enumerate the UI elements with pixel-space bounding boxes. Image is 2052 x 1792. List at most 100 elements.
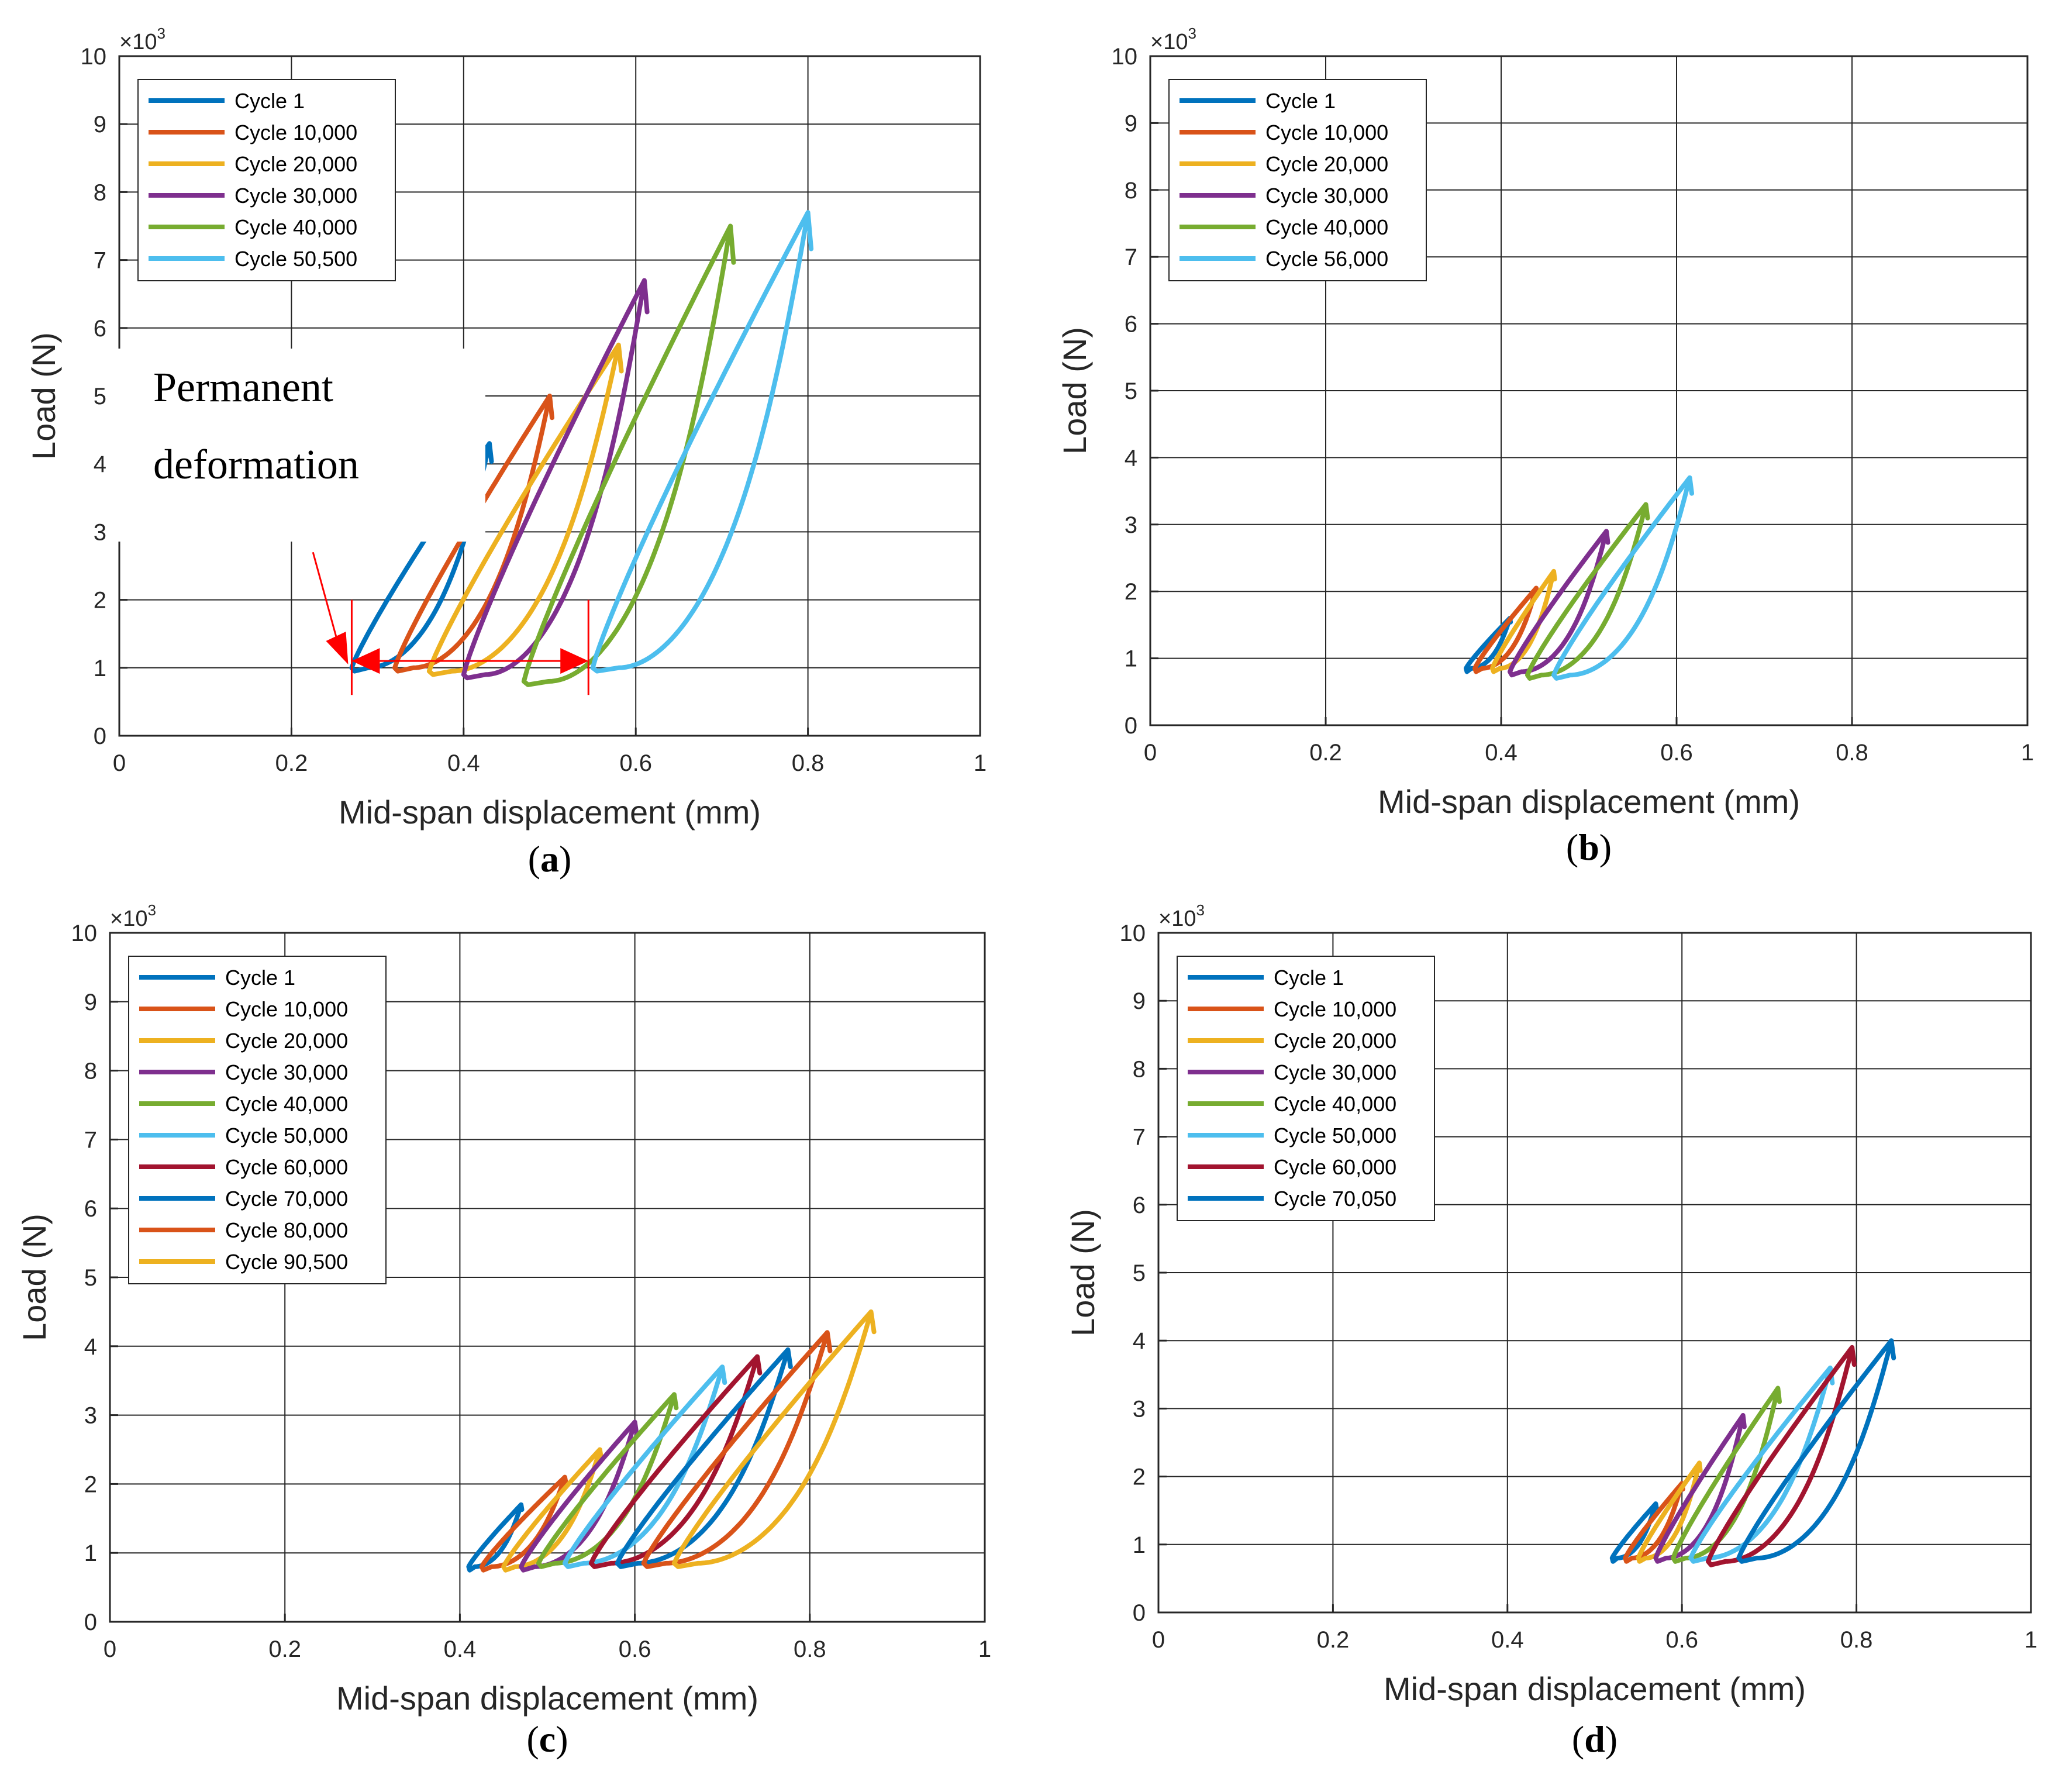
y-tick-label: 0 bbox=[84, 1610, 97, 1635]
panel-label: (c) bbox=[526, 1718, 568, 1760]
series-loop-1 bbox=[1609, 1501, 1659, 1564]
x-axis-label: Mid-span displacement (mm) bbox=[336, 1680, 758, 1717]
legend-label: Cycle 50,000 bbox=[1274, 1124, 1396, 1147]
legend-label: Cycle 1 bbox=[1274, 966, 1344, 990]
y-tick-label: 4 bbox=[1125, 445, 1137, 471]
series-loop-2 bbox=[392, 394, 554, 674]
legend: Cycle 1 Cycle 10,000 Cycle 20,000 Cycle 30,… bbox=[1168, 79, 1427, 281]
x-tick-label: 0.4 bbox=[447, 750, 480, 776]
legend-label: Cycle 20,000 bbox=[234, 152, 357, 176]
y-tick-label: 6 bbox=[94, 316, 106, 342]
legend-label: Cycle 10,000 bbox=[1274, 997, 1396, 1021]
x-tick-label: 0.4 bbox=[444, 1636, 477, 1662]
y-tick-label: 8 bbox=[1133, 1056, 1146, 1082]
legend-box bbox=[1168, 79, 1427, 281]
y-tick-label: 7 bbox=[94, 248, 106, 274]
y-tick-label: 4 bbox=[1133, 1328, 1146, 1354]
y-tick-label: 10 bbox=[81, 44, 107, 70]
x-tick-label: 0.6 bbox=[1660, 740, 1693, 766]
y-tick-label: 0 bbox=[1133, 1600, 1146, 1626]
series-loop-5 bbox=[1525, 502, 1650, 681]
y-tick-label: 7 bbox=[1133, 1125, 1146, 1150]
y-tick-label: 9 bbox=[1125, 111, 1137, 136]
y-tick-label: 5 bbox=[1133, 1260, 1146, 1286]
panel-label: (a) bbox=[528, 838, 572, 880]
x-tick-label: 0.6 bbox=[619, 1636, 651, 1662]
legend-box bbox=[1177, 956, 1435, 1221]
x-tick-label: 0 bbox=[1144, 740, 1157, 766]
y-tick-label: 7 bbox=[84, 1127, 97, 1153]
y-tick-label: 3 bbox=[1133, 1396, 1146, 1422]
series-loop-9 bbox=[641, 1330, 833, 1569]
legend-label: Cycle 80,000 bbox=[225, 1218, 348, 1242]
series-loop-5 bbox=[536, 1392, 679, 1569]
y-tick-label: 0 bbox=[94, 723, 106, 749]
legend-label: Cycle 30,000 bbox=[234, 184, 357, 208]
legend-label: Cycle 1 bbox=[225, 966, 295, 990]
y-tick-label: 10 bbox=[71, 921, 98, 946]
legend-label: Cycle 40,000 bbox=[1274, 1092, 1396, 1116]
legend: Cycle 1 Cycle 10,000 Cycle 20,000 Cycle 30,… bbox=[137, 79, 396, 281]
legend-label: Cycle 10,000 bbox=[225, 997, 348, 1021]
y-exponent-label: ×103 bbox=[1150, 25, 1196, 54]
y-exponent-label: ×103 bbox=[110, 901, 156, 931]
x-axis-label: Mid-span displacement (mm) bbox=[339, 794, 761, 830]
arrowhead-left bbox=[351, 648, 380, 674]
series-loop-3 bbox=[1636, 1460, 1703, 1564]
series-loop-6 bbox=[590, 210, 814, 674]
legend: Cycle 1 Cycle 10,000 Cycle 20,000 Cycle 30,… bbox=[1177, 956, 1435, 1221]
x-tick-label: 0.2 bbox=[1309, 740, 1342, 766]
x-tick-label: 0.2 bbox=[268, 1636, 301, 1662]
y-tick-label: 8 bbox=[84, 1059, 97, 1084]
series-loop-8 bbox=[615, 1347, 793, 1569]
x-axis-label: Mid-span displacement (mm) bbox=[1378, 783, 1800, 820]
series-loop-1 bbox=[349, 441, 494, 674]
y-tick-label: 5 bbox=[94, 384, 106, 409]
x-tick-label: 0.6 bbox=[1665, 1627, 1698, 1653]
series-loop-8 bbox=[1736, 1338, 1896, 1564]
legend-label: Cycle 60,000 bbox=[1274, 1155, 1396, 1179]
y-tick-label: 1 bbox=[84, 1541, 97, 1566]
panel-label: (b) bbox=[1566, 826, 1612, 868]
y-tick-label: 6 bbox=[84, 1196, 97, 1222]
y-tick-label: 3 bbox=[1125, 512, 1137, 538]
series-loop-7 bbox=[1706, 1345, 1857, 1567]
x-tick-label: 0.8 bbox=[792, 750, 825, 776]
y-tick-label: 4 bbox=[94, 452, 106, 477]
x-axis-label: Mid-span displacement (mm) bbox=[1384, 1670, 1806, 1707]
x-tick-label: 1 bbox=[978, 1636, 991, 1662]
x-tick-label: 0.4 bbox=[1491, 1627, 1524, 1653]
annotation-text-line1: Permanent bbox=[153, 364, 333, 411]
panel-label: (d) bbox=[1572, 1718, 1618, 1760]
series-loop-7 bbox=[588, 1354, 763, 1569]
legend-label: Cycle 70,050 bbox=[1274, 1187, 1396, 1211]
y-tick-label: 7 bbox=[1125, 244, 1137, 270]
legend-box bbox=[137, 79, 396, 281]
pointer-arrow-shaft bbox=[312, 552, 339, 643]
series-loop-1 bbox=[466, 1502, 525, 1573]
legend-label: Cycle 30,000 bbox=[225, 1060, 348, 1084]
legend-label: Cycle 60,000 bbox=[225, 1155, 348, 1179]
x-tick-label: 0 bbox=[113, 750, 126, 776]
y-axis-label: Load (N) bbox=[16, 1214, 53, 1341]
legend-label: Cycle 30,000 bbox=[1274, 1060, 1396, 1084]
series-loop-5 bbox=[521, 223, 736, 687]
y-tick-label: 9 bbox=[94, 112, 106, 137]
series-loop-4 bbox=[1508, 529, 1610, 678]
legend-label: Cycle 10,000 bbox=[1265, 120, 1388, 144]
y-tick-label: 8 bbox=[94, 180, 106, 205]
y-tick-label: 3 bbox=[94, 519, 106, 545]
x-tick-label: 1 bbox=[974, 750, 987, 776]
series-loop-6 bbox=[1688, 1365, 1835, 1564]
y-tick-label: 5 bbox=[1125, 378, 1137, 404]
legend-label: Cycle 10,000 bbox=[234, 120, 357, 144]
series-loop-2 bbox=[1623, 1481, 1685, 1564]
y-axis-label: Load (N) bbox=[1064, 1209, 1101, 1336]
x-tick-label: 0.2 bbox=[275, 750, 308, 776]
legend-label: Cycle 40,000 bbox=[234, 215, 357, 239]
x-tick-label: 0 bbox=[104, 1636, 116, 1662]
y-exponent-label: ×103 bbox=[119, 25, 165, 54]
x-tick-label: 0.2 bbox=[1317, 1627, 1350, 1653]
